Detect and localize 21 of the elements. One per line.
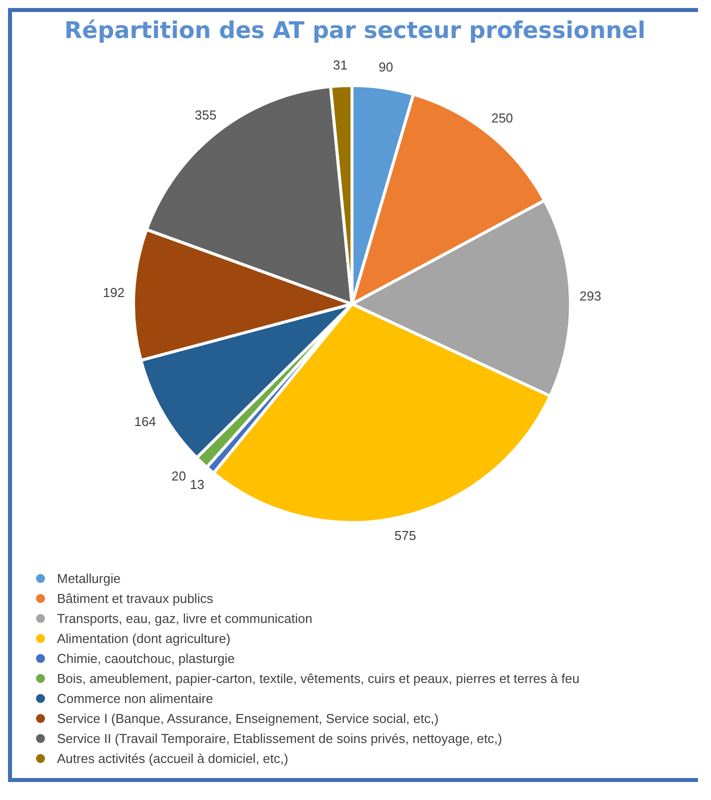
- data-label: 355: [194, 107, 217, 122]
- legend-label: Commerce non alimentaire: [57, 690, 214, 706]
- data-label: 164: [134, 414, 156, 430]
- data-label: 192: [102, 285, 125, 300]
- legend-label: Autres activités (accueil à domiciel, etc,): [57, 750, 288, 766]
- data-label: 575: [394, 528, 416, 544]
- chart-title: Répartition des AT par secteur professionnel: [63, 17, 647, 44]
- legend-label: Alimentation (dont agriculture): [57, 630, 230, 646]
- legend-label: Transports, eau, gaz, livre et communication: [57, 610, 312, 626]
- legend-label: Bois, ameublement, papier-carton, textile, vêtements, cuirs et peaux, pierres et terres à feu: [57, 670, 580, 686]
- data-label: 250: [491, 110, 514, 126]
- data-label: 293: [580, 288, 602, 304]
- data-label: 31: [333, 57, 348, 72]
- data-label: 90: [378, 60, 394, 74]
- data-label: 20: [171, 468, 186, 484]
- data-label: 13: [190, 476, 204, 492]
- legend-label: Service I (Banque, Assurance, Enseignement, Service social, etc,): [57, 710, 439, 726]
- legend-label: Bâtiment et travaux publics: [57, 590, 214, 606]
- legend-label: Metallurgie: [57, 570, 121, 586]
- legend-label: Chimie, caoutchouc, plasturgie: [57, 650, 235, 666]
- legend-label: Service II (Travail Temporaire, Etablissement de soins privés, nettoyage, etc,): [57, 730, 502, 746]
